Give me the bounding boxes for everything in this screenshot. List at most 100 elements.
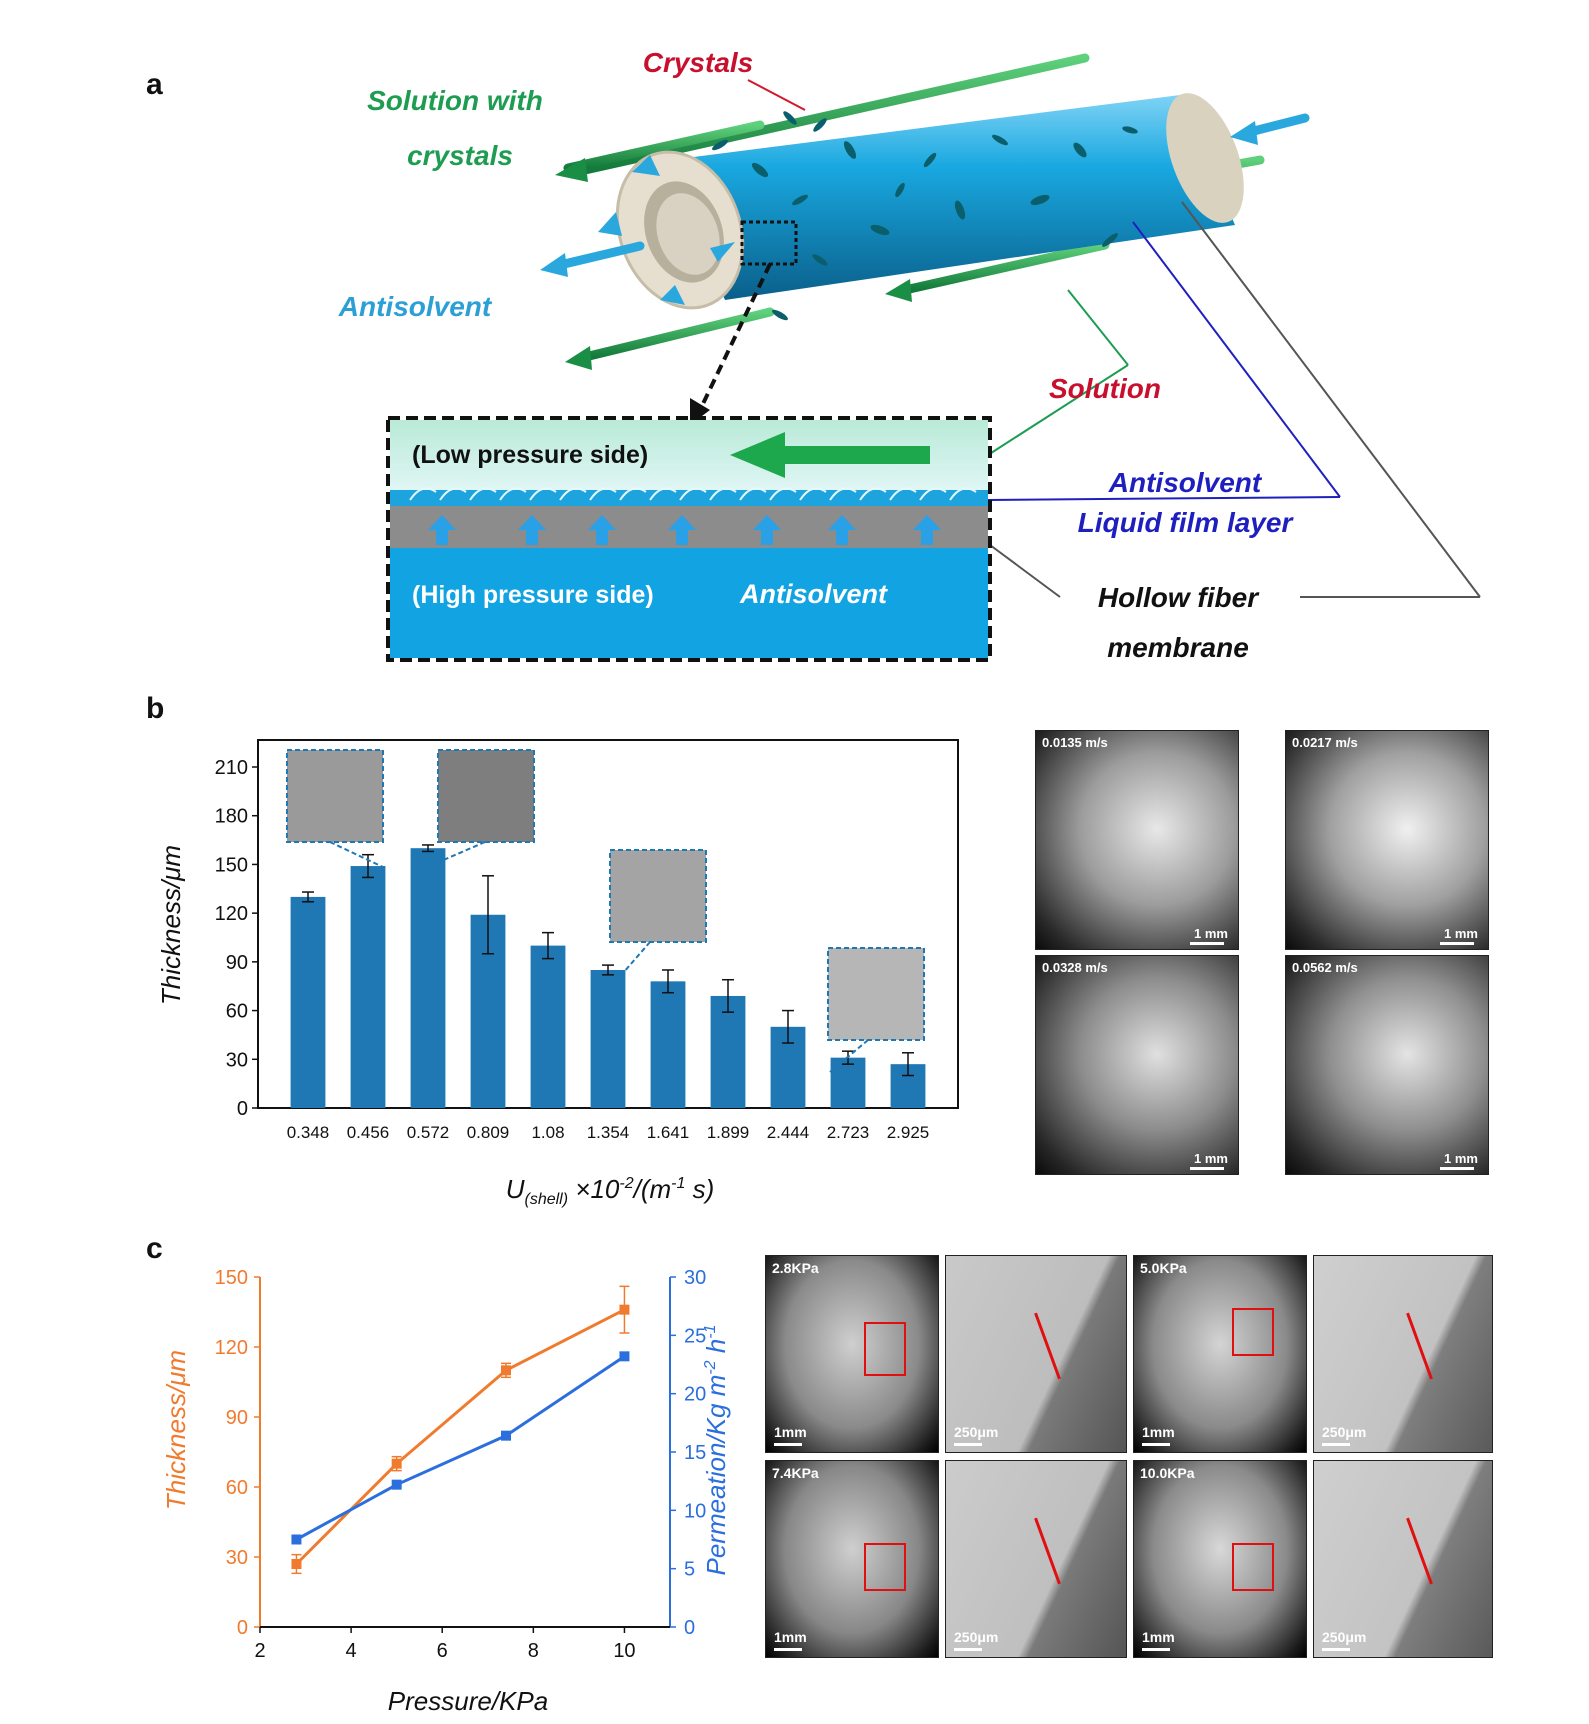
label-membrane-1: Hollow fiber bbox=[1098, 582, 1260, 613]
scale-bar bbox=[1190, 942, 1224, 945]
label-high-antisolvent: Antisolvent bbox=[739, 579, 888, 609]
scale-bar bbox=[1190, 1167, 1224, 1170]
y-left-tick-label: 90 bbox=[226, 1407, 248, 1429]
x-tick-label: 10 bbox=[613, 1640, 635, 1662]
zoom-scale-bar bbox=[954, 1648, 982, 1651]
label-antisolvent: Antisolvent bbox=[338, 291, 493, 322]
panel-b-letter: b bbox=[146, 692, 165, 725]
bar bbox=[410, 848, 446, 1108]
scale-label: 1mm bbox=[1142, 1424, 1175, 1440]
scale-label: 1 mm bbox=[1444, 1151, 1478, 1166]
bar bbox=[350, 866, 386, 1108]
y-left-tick-label: 150 bbox=[215, 1267, 248, 1289]
y-tick-label: 90 bbox=[226, 952, 248, 974]
bar bbox=[710, 995, 746, 1108]
scale-label: 1 mm bbox=[1194, 1151, 1228, 1166]
x-tick-label: 6 bbox=[437, 1640, 448, 1662]
zoom-box bbox=[864, 1543, 906, 1591]
label-membrane-2: membrane bbox=[1107, 632, 1249, 663]
x-tick-label: 0.456 bbox=[347, 1123, 390, 1142]
x-tick-label: 2.925 bbox=[887, 1123, 930, 1142]
crystals-leader bbox=[747, 79, 806, 111]
series-point-right bbox=[291, 1534, 302, 1545]
bar-chart: 0 30 60 90 120 150 180 210 0.348 0.456 0.572 0.809… bbox=[156, 739, 959, 1208]
y-tick-label: 120 bbox=[215, 903, 248, 925]
label-solution-with: Solution with bbox=[367, 85, 543, 116]
label-film-1: Antisolvent bbox=[1108, 467, 1263, 498]
line-chart: 0 30 60 90 120 150 0 5 10 15 20 25 30 2 4 6 8 10 Thicknes… bbox=[161, 1267, 731, 1716]
micrograph-b1: 0.0135 m/s 1 mm bbox=[1035, 730, 1239, 950]
thickness-marker bbox=[1034, 1312, 1061, 1380]
panel-a-letter: a bbox=[146, 68, 163, 101]
series-point-left bbox=[619, 1304, 630, 1315]
bar bbox=[290, 896, 326, 1108]
x-tick-label: 1.899 bbox=[707, 1123, 750, 1142]
label-solution: Solution bbox=[1049, 373, 1161, 404]
y-tick-label: 60 bbox=[226, 1001, 248, 1023]
y-tick-label: 150 bbox=[215, 854, 248, 876]
label-low-side: (Low pressure side) bbox=[412, 441, 648, 469]
y-right-tick-label: 25 bbox=[684, 1325, 706, 1347]
zoom-c1: 250μm bbox=[945, 1255, 1127, 1453]
x-tick-label: 2 bbox=[254, 1640, 265, 1662]
x-tick-label: 4 bbox=[346, 1640, 357, 1662]
label-crystals: Crystals bbox=[643, 47, 754, 78]
y-tick-label: 30 bbox=[226, 1049, 248, 1071]
y-right-tick-label: 5 bbox=[684, 1559, 695, 1581]
scale-bar bbox=[1142, 1648, 1170, 1651]
micrograph-label: 7.4KPa bbox=[772, 1465, 819, 1481]
micrograph-c1: 2.8KPa 1mm bbox=[765, 1255, 939, 1453]
scale-label: 1mm bbox=[774, 1629, 807, 1645]
y-right-axis-label: Permeation/Kg m-2 h-1 bbox=[701, 1324, 731, 1575]
detail-inset bbox=[386, 416, 992, 662]
zoom-box bbox=[1232, 1543, 1274, 1591]
micrograph-label: 5.0KPa bbox=[1140, 1260, 1187, 1276]
y-left-axis-label: Thickness/μm bbox=[161, 1350, 191, 1510]
x-tick-label: 2.723 bbox=[827, 1123, 870, 1142]
micrograph-c3: 7.4KPa 1mm bbox=[765, 1460, 939, 1658]
label-film-2: Liquid film layer bbox=[1078, 507, 1295, 538]
series-line-left bbox=[295, 1308, 626, 1566]
zoom-scale-label: 250μm bbox=[954, 1629, 999, 1645]
hollow-fiber-tube bbox=[615, 93, 1244, 321]
y-right-tick-label: 20 bbox=[684, 1384, 706, 1406]
series-point-left bbox=[291, 1559, 302, 1569]
y-left-tick-label: 30 bbox=[226, 1547, 248, 1569]
micrograph-c4: 10.0KPa 1mm bbox=[1133, 1460, 1307, 1658]
bar bbox=[830, 1057, 866, 1108]
thickness-marker bbox=[1034, 1517, 1061, 1585]
bar bbox=[590, 969, 626, 1108]
y-left-tick-label: 60 bbox=[226, 1477, 248, 1499]
x-tick-label: 0.809 bbox=[467, 1123, 510, 1142]
x-axis-label: Pressure/KPa bbox=[388, 1686, 548, 1716]
antisolvent-arrows bbox=[540, 113, 1310, 305]
y-axis-label: Thickness/μm bbox=[156, 845, 186, 1005]
y-right-tick-label: 15 bbox=[684, 1442, 706, 1464]
micrograph-label: 10.0KPa bbox=[1140, 1465, 1195, 1481]
y-left-tick-label: 120 bbox=[215, 1337, 248, 1359]
micrograph-label: 2.8KPa bbox=[772, 1260, 819, 1276]
x-tick-label: 8 bbox=[528, 1640, 539, 1662]
scale-label: 1 mm bbox=[1444, 926, 1478, 941]
thickness-marker bbox=[1406, 1312, 1433, 1380]
y-tick-label: 180 bbox=[215, 806, 248, 828]
micrograph-label: 0.0328 m/s bbox=[1042, 960, 1108, 975]
zoom-c2: 250μm bbox=[1313, 1255, 1493, 1453]
zoom-scale-label: 250μm bbox=[1322, 1629, 1367, 1645]
series-point-left bbox=[501, 1365, 511, 1376]
x-tick-label: 1.08 bbox=[531, 1123, 564, 1142]
bar bbox=[530, 945, 566, 1108]
y-right-tick-label: 0 bbox=[684, 1617, 695, 1639]
x-tick-label: 1.641 bbox=[647, 1123, 690, 1142]
scale-bar bbox=[1440, 1167, 1474, 1170]
zoom-scale-label: 250μm bbox=[954, 1424, 999, 1440]
zoom-scale-bar bbox=[954, 1443, 982, 1446]
zoom-scale-bar bbox=[1322, 1648, 1350, 1651]
series-point-right bbox=[619, 1351, 630, 1362]
scale-label: 1mm bbox=[774, 1424, 807, 1440]
scale-bar bbox=[1440, 942, 1474, 945]
x-tick-label: 0.572 bbox=[407, 1123, 450, 1142]
bar bbox=[650, 981, 686, 1108]
x-tick-label: 2.444 bbox=[767, 1123, 810, 1142]
zoom-c4: 250μm bbox=[1313, 1460, 1493, 1658]
